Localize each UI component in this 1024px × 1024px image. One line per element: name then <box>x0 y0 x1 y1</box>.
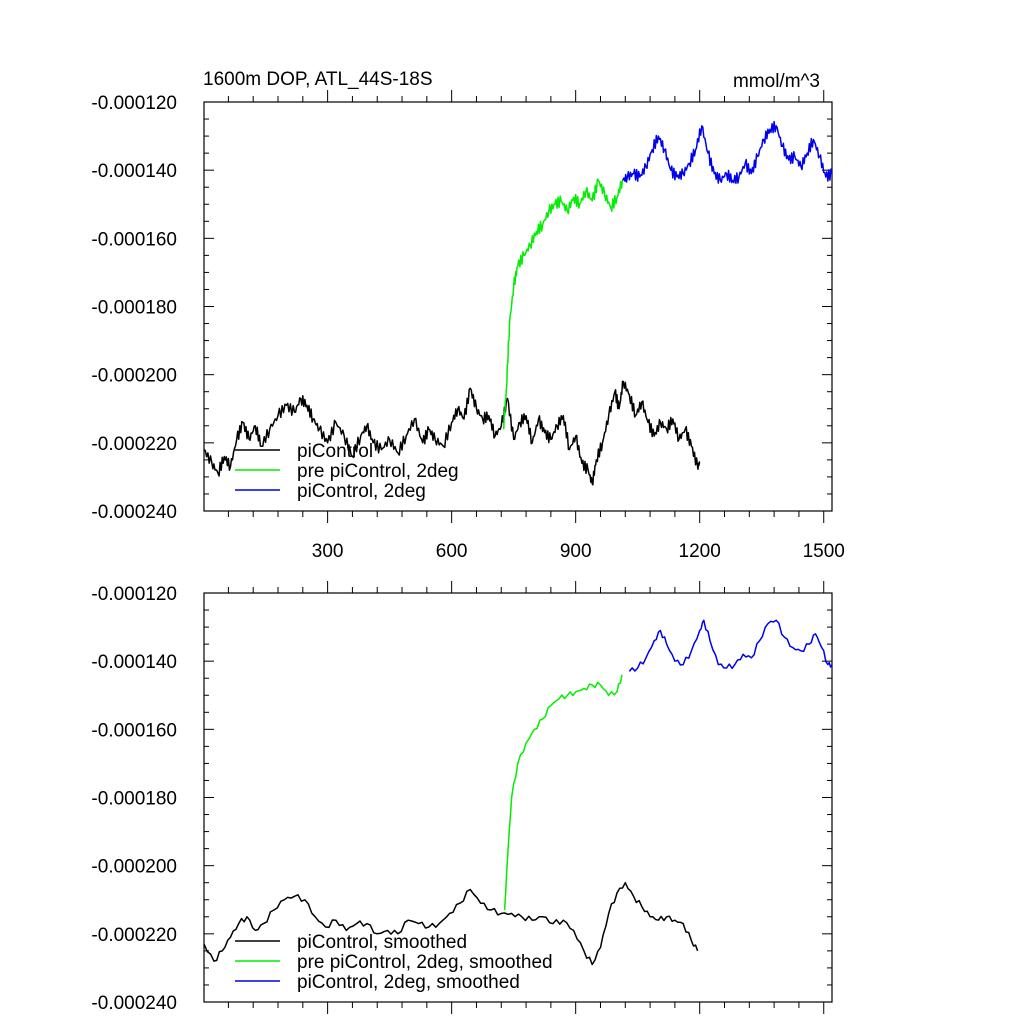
top-panel: -0.000120 -0.000140 -0.000160 -0.000180 -0.0… <box>91 90 845 562</box>
figure-units: mmol/m^3 <box>733 71 820 92</box>
y-tick-label: -0.000160 <box>91 720 177 741</box>
y-tick-label: -0.000120 <box>91 584 177 605</box>
figure-title: 1600m DOP, ATL_44S-18S <box>203 69 433 90</box>
y-tick-label: -0.000240 <box>91 502 177 523</box>
y-tick-label: -0.000200 <box>91 366 177 387</box>
series-line-2 <box>628 619 833 672</box>
series-line-0 <box>203 380 701 486</box>
series-line-0 <box>203 881 699 966</box>
legend-label-2: piControl, 2deg <box>297 481 426 502</box>
y-tick-label: -0.000220 <box>91 434 177 455</box>
bottom-panel: -0.000120 -0.000140 -0.000160 -0.000180 -0.0… <box>91 581 833 1014</box>
x-tick-label: 1200 <box>679 541 721 562</box>
y-tick-label: -0.000160 <box>91 229 177 250</box>
y-tick-label: -0.000140 <box>91 161 177 182</box>
y-tick-label: -0.000120 <box>91 93 177 114</box>
series-line-1 <box>502 178 624 430</box>
legend-label-1: pre piControl, 2deg, smoothed <box>297 952 553 973</box>
legend-label-2: piControl, 2deg, smoothed <box>297 972 520 993</box>
x-tick-label: 300 <box>312 541 344 562</box>
y-tick-label: -0.000240 <box>91 993 177 1014</box>
legend-label-0: piControl, smoothed <box>297 932 467 953</box>
y-tick-label: -0.000220 <box>91 925 177 946</box>
x-tick-label: 600 <box>436 541 468 562</box>
series-line-2 <box>621 120 833 185</box>
x-tick-label: 1500 <box>803 541 845 562</box>
y-tick-label: -0.000140 <box>91 652 177 673</box>
y-tick-label: -0.000180 <box>91 298 177 319</box>
legend-label-0: piControl <box>297 441 373 462</box>
legend-label-1: pre piControl, 2deg <box>297 461 459 482</box>
y-tick-label: -0.000200 <box>91 857 177 878</box>
y-tick-label: -0.000180 <box>91 789 177 810</box>
x-tick-label: 900 <box>560 541 592 562</box>
series-line-1 <box>503 674 623 911</box>
